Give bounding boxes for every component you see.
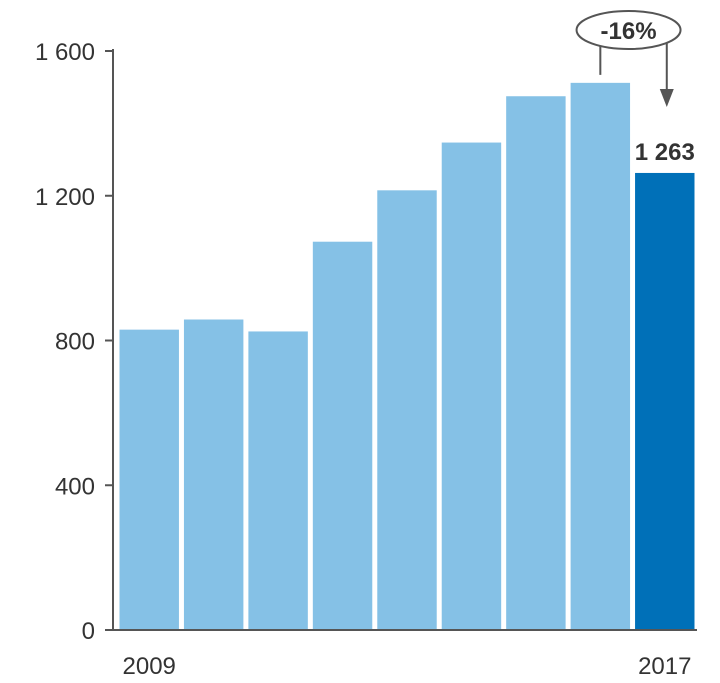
bar-2013: [377, 190, 437, 630]
y-axis: 0 400 800 1 200 1 600: [35, 39, 114, 645]
change-annotation: -16%: [575, 10, 682, 107]
data-labels: 1 263: [635, 139, 695, 166]
bar-2010: [183, 319, 244, 630]
y-tick-label: 800: [55, 329, 95, 356]
y-tick-label: 0: [82, 618, 95, 645]
x-tick-label: 2017: [638, 653, 691, 680]
change-arrowhead: [659, 88, 674, 107]
bar-2012: [312, 241, 373, 630]
x-axis: 2009 2017: [113, 629, 697, 680]
change-label: -16%: [601, 18, 657, 45]
change-oval: [575, 10, 682, 50]
y-tick-label: 1 600: [35, 39, 95, 66]
data-label: 1 263: [635, 139, 695, 166]
y-tick-label: 1 200: [35, 184, 95, 211]
y-tick-label: 400: [55, 473, 95, 500]
bar-2016: [570, 82, 631, 631]
bar-2014: [441, 142, 502, 630]
bar-2015: [506, 96, 566, 630]
bar-2017: [635, 172, 695, 630]
x-tick-label: 2009: [123, 653, 176, 680]
bars: [119, 82, 695, 631]
bar-2011: [248, 331, 308, 630]
bar-2009: [119, 329, 179, 630]
